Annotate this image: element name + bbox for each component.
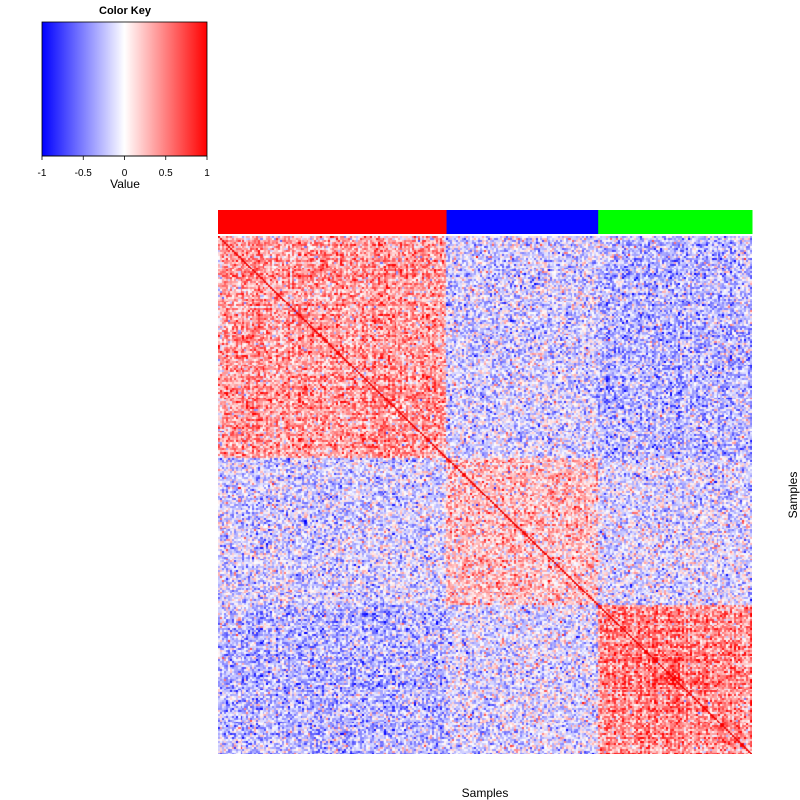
group-green-bar — [598, 210, 753, 234]
group-blue-bar — [446, 210, 599, 234]
y-axis-label: Samples — [786, 472, 800, 519]
color-key-tick-label: -0.5 — [75, 168, 93, 179]
color-key-title: Color Key — [99, 5, 152, 17]
heatmap-matrix — [218, 236, 752, 754]
group-color-bar — [218, 210, 753, 234]
color-key-axis: -1 -0.5 0 0.5 1 — [38, 155, 210, 179]
color-key-tick-label: 0 — [122, 168, 128, 179]
color-key-value-label: Value — [110, 177, 140, 191]
color-key-tick-label: 0.5 — [159, 168, 173, 179]
color-key: Color Key -1 -0.5 0 0.5 1 Value — [38, 5, 211, 191]
group-red-bar — [218, 210, 448, 234]
color-key-tick-label: -1 — [38, 168, 47, 179]
color-key-gradient-bar — [41, 21, 208, 157]
color-key-tick-label: 1 — [204, 168, 210, 179]
x-axis-label: Samples — [462, 786, 509, 800]
